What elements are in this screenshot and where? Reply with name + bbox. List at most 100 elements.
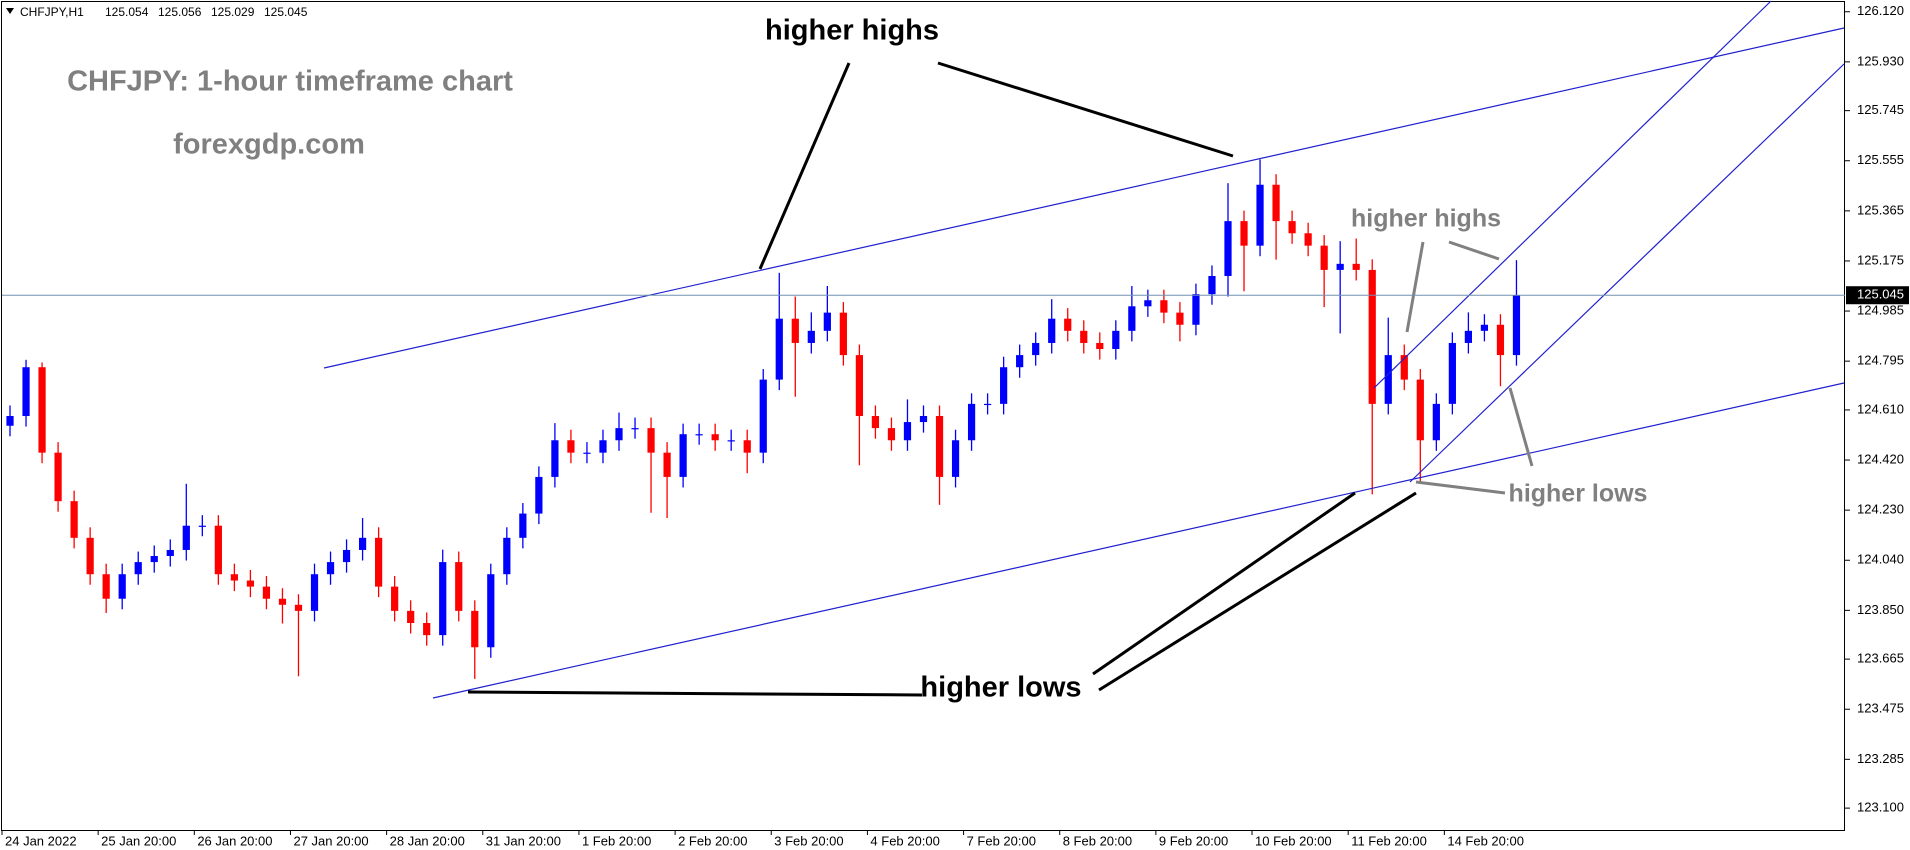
candle-body	[455, 562, 463, 611]
candle-body	[86, 537, 94, 575]
candle-body	[230, 574, 238, 581]
pointer	[1092, 491, 1356, 676]
candle-body	[1080, 330, 1088, 343]
candle-body	[262, 586, 271, 599]
x-tick-label: 9 Feb 20:00	[1159, 833, 1228, 848]
x-tick-label: 24 Jan 2022	[5, 833, 77, 848]
y-tick-label: 124.420	[1857, 451, 1904, 466]
y-tick-label: 126.120	[1857, 3, 1904, 18]
candle-body	[1448, 342, 1456, 404]
candle-body	[1304, 233, 1312, 246]
x-tick-label: 7 Feb 20:00	[967, 833, 1036, 848]
candle-body	[214, 525, 222, 575]
candle-body	[1272, 184, 1280, 222]
candle-body	[118, 574, 126, 599]
black-pointers	[467, 61, 1417, 697]
pointer	[1405, 241, 1425, 333]
candle-body	[182, 525, 190, 550]
candle-body	[487, 574, 495, 648]
candle-body	[1384, 355, 1392, 404]
y-tick-label: 124.040	[1857, 552, 1904, 567]
annotation: higher lows	[1509, 480, 1648, 508]
candle-body	[583, 452, 591, 454]
pointer	[467, 690, 923, 697]
candle-body	[198, 525, 206, 527]
candle-body	[919, 416, 928, 423]
candle-body	[54, 452, 62, 502]
candle-body	[1352, 263, 1360, 270]
upper-channel-line	[323, 27, 1845, 369]
pointer	[937, 61, 1234, 158]
candle-body	[1144, 300, 1152, 307]
y-tick-label: 123.100	[1857, 800, 1904, 815]
candle-body	[951, 440, 960, 477]
candle-body	[439, 562, 447, 636]
x-tick-label: 27 Jan 20:00	[293, 833, 368, 848]
pointer	[1508, 387, 1534, 467]
candle-body	[294, 604, 303, 611]
current-price-tag	[1846, 286, 1909, 305]
candle-body	[1016, 355, 1024, 368]
candle-body	[150, 556, 158, 563]
candle-body	[1288, 221, 1296, 234]
steep-channel-upper	[1373, 0, 1772, 389]
candle-body	[1000, 367, 1008, 404]
header-price: 125.029	[211, 5, 255, 19]
candle-body	[839, 312, 847, 356]
y-tick-label: 123.285	[1857, 751, 1904, 766]
candle-body	[1112, 330, 1120, 350]
candle-body	[791, 318, 799, 343]
candle-body	[38, 367, 46, 453]
header-price: 125.045	[264, 5, 308, 19]
annotation: higher highs	[1351, 205, 1501, 233]
symbol: CHFJPY,H1	[20, 5, 84, 19]
candle-body	[1240, 221, 1248, 246]
candle-body	[1208, 275, 1216, 295]
candle-body	[631, 428, 639, 430]
candle-body	[1432, 403, 1440, 441]
pointer	[1098, 491, 1417, 692]
candle-body	[6, 416, 14, 426]
candle-body	[391, 586, 399, 611]
candle-body	[711, 434, 719, 441]
candle-body	[310, 574, 319, 611]
candle-body	[278, 598, 287, 605]
candle-body	[1416, 379, 1424, 441]
candle-body	[679, 434, 687, 477]
y-tick-label: 125.555	[1857, 152, 1904, 167]
candle-body	[1512, 295, 1521, 356]
y-tick-label: 125.930	[1857, 53, 1904, 68]
candle-body	[407, 610, 415, 623]
candle-body	[423, 623, 431, 636]
y-tick-label: 124.610	[1857, 401, 1904, 416]
y-tick-label: 124.230	[1857, 502, 1904, 517]
candle-body	[983, 403, 992, 406]
candle-body	[70, 501, 78, 538]
header: CHFJPY,H1 125.054 125.056 125.029 125.04…	[20, 5, 308, 19]
candle-body	[342, 549, 351, 563]
candle-body	[695, 434, 703, 436]
candle-body	[743, 440, 751, 453]
x-tick-label: 14 Feb 20:00	[1447, 833, 1524, 848]
candle-body	[1256, 184, 1264, 246]
candle-body	[871, 416, 880, 429]
candle-body	[1224, 221, 1232, 276]
candle-body	[1496, 324, 1505, 356]
candle-body	[134, 562, 142, 575]
candle-body	[823, 312, 831, 331]
candle-body	[166, 549, 174, 557]
candle-body	[1176, 312, 1184, 325]
candle-body	[615, 428, 623, 441]
y-tick-label: 125.175	[1857, 252, 1904, 267]
x-tick-label: 11 Feb 20:00	[1351, 833, 1427, 848]
candle-body	[1400, 355, 1408, 380]
candle-body	[1096, 342, 1104, 350]
candle-body	[102, 574, 110, 599]
y-tick-label: 123.665	[1857, 651, 1904, 666]
candle-body	[567, 440, 575, 453]
candle-body	[535, 476, 543, 514]
candle-body	[1336, 263, 1344, 270]
header-price: 125.054	[105, 5, 149, 19]
candle-body	[1160, 300, 1168, 313]
